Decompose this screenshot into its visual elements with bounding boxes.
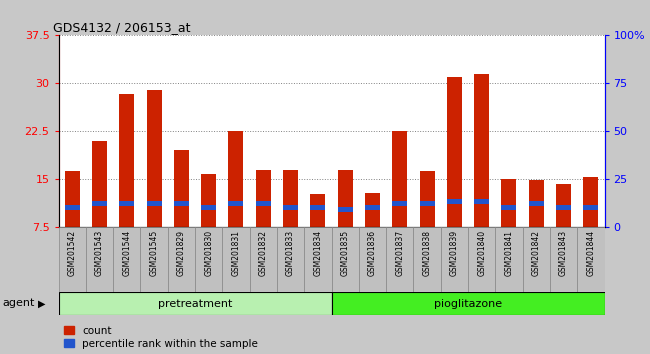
Text: GSM201844: GSM201844 bbox=[586, 230, 595, 276]
Bar bbox=[64, 171, 80, 227]
Text: pretreatment: pretreatment bbox=[158, 298, 232, 309]
Text: GSM201833: GSM201833 bbox=[286, 230, 295, 276]
Bar bbox=[583, 177, 599, 227]
Bar bbox=[277, 227, 304, 292]
Bar bbox=[250, 227, 277, 292]
Text: GSM201840: GSM201840 bbox=[477, 230, 486, 276]
Bar bbox=[386, 227, 413, 292]
Bar bbox=[447, 77, 462, 227]
Bar bbox=[413, 227, 441, 292]
Bar bbox=[337, 171, 353, 227]
Text: pioglitazone: pioglitazone bbox=[434, 298, 502, 309]
Text: GSM201542: GSM201542 bbox=[68, 230, 77, 276]
Bar bbox=[146, 90, 162, 227]
Bar bbox=[359, 227, 386, 292]
Bar bbox=[523, 227, 550, 292]
Text: GSM201545: GSM201545 bbox=[150, 230, 159, 276]
Bar bbox=[501, 205, 517, 210]
Bar bbox=[228, 201, 244, 206]
Text: GSM201835: GSM201835 bbox=[341, 230, 350, 276]
Bar bbox=[337, 207, 353, 212]
Bar bbox=[195, 227, 222, 292]
Bar bbox=[201, 205, 216, 210]
Bar bbox=[174, 201, 189, 206]
Bar bbox=[222, 227, 250, 292]
Bar bbox=[310, 205, 326, 210]
Bar bbox=[474, 74, 489, 227]
Bar bbox=[283, 205, 298, 210]
Bar bbox=[528, 180, 544, 227]
Bar bbox=[86, 227, 113, 292]
Bar bbox=[201, 174, 216, 227]
Bar bbox=[113, 227, 140, 292]
Bar bbox=[332, 227, 359, 292]
Bar bbox=[528, 201, 544, 206]
Bar bbox=[140, 227, 168, 292]
Bar bbox=[92, 141, 107, 227]
Bar bbox=[495, 227, 523, 292]
Bar bbox=[550, 227, 577, 292]
Bar bbox=[174, 150, 189, 227]
Bar bbox=[119, 94, 135, 227]
Bar bbox=[556, 205, 571, 210]
Text: GSM201834: GSM201834 bbox=[313, 230, 322, 276]
Bar bbox=[365, 205, 380, 210]
Text: GSM201837: GSM201837 bbox=[395, 230, 404, 276]
Text: GSM201843: GSM201843 bbox=[559, 230, 568, 276]
Bar bbox=[583, 205, 599, 210]
Text: GSM201841: GSM201841 bbox=[504, 230, 514, 276]
Text: GSM201842: GSM201842 bbox=[532, 230, 541, 276]
Text: GSM201830: GSM201830 bbox=[204, 230, 213, 276]
Bar bbox=[501, 179, 517, 227]
Legend: count, percentile rank within the sample: count, percentile rank within the sample bbox=[64, 326, 258, 349]
Bar bbox=[255, 201, 271, 206]
Bar bbox=[392, 131, 408, 227]
Text: agent: agent bbox=[2, 298, 34, 308]
Bar bbox=[283, 171, 298, 227]
Bar bbox=[441, 227, 468, 292]
Bar bbox=[556, 184, 571, 227]
Text: ▶: ▶ bbox=[38, 298, 46, 308]
Bar bbox=[146, 201, 162, 206]
Bar bbox=[92, 201, 107, 206]
Bar bbox=[168, 227, 195, 292]
Bar bbox=[419, 171, 435, 227]
Text: GSM201543: GSM201543 bbox=[95, 230, 104, 276]
Text: GSM201829: GSM201829 bbox=[177, 230, 186, 276]
Bar bbox=[332, 292, 604, 315]
Bar bbox=[228, 131, 244, 227]
Bar bbox=[474, 199, 489, 204]
Bar bbox=[119, 201, 135, 206]
Text: GSM201838: GSM201838 bbox=[422, 230, 432, 276]
Bar bbox=[447, 199, 462, 204]
Bar bbox=[419, 201, 435, 206]
Bar bbox=[58, 227, 86, 292]
Bar bbox=[304, 227, 332, 292]
Text: GSM201836: GSM201836 bbox=[368, 230, 377, 276]
Bar bbox=[392, 201, 408, 206]
Text: GSM201839: GSM201839 bbox=[450, 230, 459, 276]
Bar bbox=[58, 292, 332, 315]
Text: GDS4132 / 206153_at: GDS4132 / 206153_at bbox=[53, 21, 190, 34]
Text: GSM201831: GSM201831 bbox=[231, 230, 240, 276]
Text: GSM201832: GSM201832 bbox=[259, 230, 268, 276]
Bar bbox=[310, 194, 326, 227]
Bar bbox=[64, 205, 80, 210]
Bar bbox=[365, 193, 380, 227]
Bar bbox=[255, 171, 271, 227]
Bar bbox=[577, 227, 605, 292]
Bar bbox=[468, 227, 495, 292]
Text: GSM201544: GSM201544 bbox=[122, 230, 131, 276]
